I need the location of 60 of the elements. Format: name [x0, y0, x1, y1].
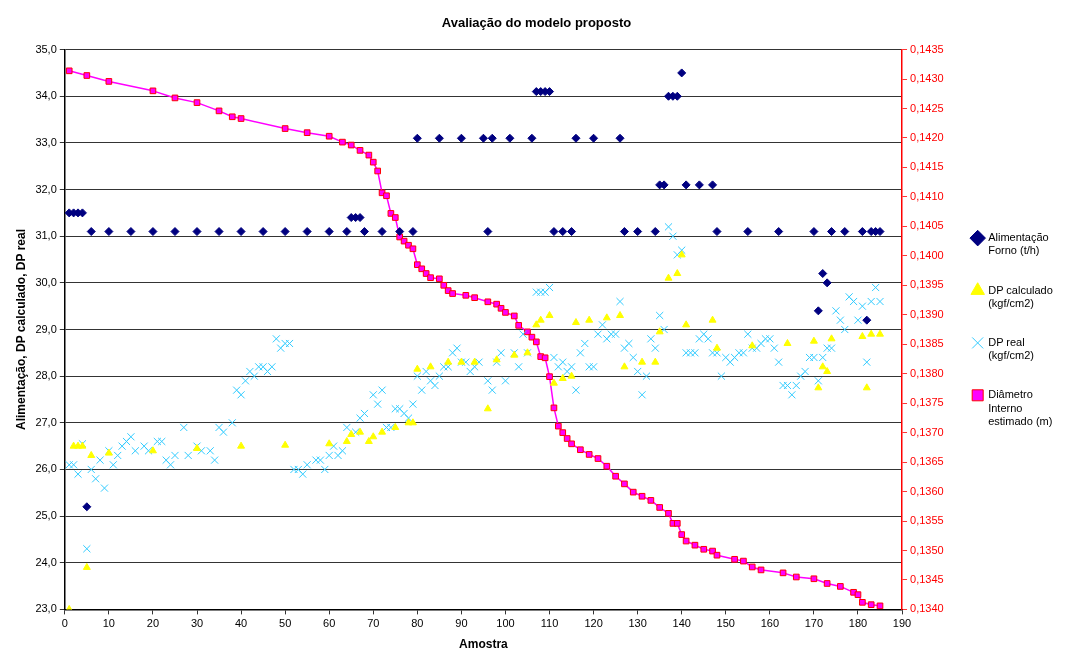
x-tick-label: 150	[716, 617, 735, 630]
x-tick-label: 170	[804, 617, 824, 630]
y2-tick-label: 0,1420	[910, 131, 944, 144]
x-axis-title: Amostra	[459, 637, 509, 652]
y-tick-label: 29,0	[35, 322, 57, 335]
x-tick-label: 60	[323, 617, 336, 630]
x-tick-label: 80	[411, 617, 424, 630]
y2-tick-label: 0,1360	[910, 484, 944, 497]
y2-tick-label: 0,1395	[910, 278, 944, 291]
y-tick-label: 33,0	[35, 135, 57, 148]
y2-tick-label: 0,1400	[910, 248, 944, 261]
y-tick-label: 28,0	[35, 369, 57, 382]
y2-tick-label: 0,1375	[910, 396, 944, 409]
y2-tick-label: 0,1405	[910, 219, 944, 232]
y-tick-label: 34,0	[35, 89, 57, 102]
x-tick-label: 160	[760, 617, 780, 630]
y2-tick-label: 0,1385	[910, 337, 944, 350]
y-tick-label: 23,0	[35, 602, 57, 615]
y2-tick-label: 0,1435	[910, 42, 944, 55]
legend-label: Diâmetro Interno estimado (m)	[988, 388, 1053, 427]
x-tick-label: 40	[234, 617, 248, 630]
legend-label: Alimentação Forno (t/h)	[988, 231, 1049, 257]
y2-tick-label: 0,1340	[910, 602, 944, 615]
x-tick-label: 180	[848, 617, 868, 630]
x-tick-label: 70	[367, 617, 380, 630]
y2-tick-label: 0,1345	[910, 572, 944, 585]
x-tick-label: 0	[61, 617, 68, 630]
y-tick-label: 26,0	[35, 462, 57, 475]
y2-tick-label: 0,1410	[910, 189, 944, 202]
y2-tick-label: 0,1425	[910, 101, 944, 114]
y2-tick-label: 0,1415	[910, 160, 944, 173]
y-tick-label: 24,0	[35, 555, 57, 568]
y-tick-label: 35,0	[35, 42, 57, 55]
y-tick-label: 27,0	[35, 415, 57, 428]
x-tick-label: 30	[190, 617, 204, 630]
x-tick-label: 90	[455, 617, 468, 630]
x-tick-label: 140	[672, 617, 691, 630]
y-tick-label: 25,0	[35, 509, 57, 522]
x-tick-label: 190	[892, 617, 912, 630]
y2-tick-label: 0,1370	[910, 425, 944, 438]
legend-label: DP real (kgf/cm2)	[988, 335, 1035, 362]
y-tick-label: 32,0	[35, 182, 57, 195]
y-tick-label: 30,0	[35, 275, 57, 288]
y2-tick-label: 0,1365	[910, 455, 944, 468]
legend-label: DP calculado (kgf/cm2)	[988, 283, 1053, 309]
x-tick-label: 10	[102, 617, 115, 630]
y2-tick-label: 0,1355	[910, 514, 944, 527]
y-tick-label: 31,0	[35, 229, 57, 242]
y2-tick-label: 0,1380	[910, 366, 944, 379]
x-tick-label: 20	[146, 617, 160, 630]
chart-title: Avaliação do modelo proposto	[441, 15, 632, 31]
x-tick-label: 50	[279, 617, 292, 630]
y2-tick-label: 0,1430	[910, 72, 944, 85]
y-axis-title: Alimentação, DP calculado, DP real	[13, 229, 28, 430]
x-tick-label: 100	[496, 617, 515, 630]
x-tick-label: 120	[584, 617, 603, 630]
x-tick-label: 110	[540, 617, 559, 630]
y2-tick-label: 0,1350	[910, 543, 944, 556]
y2-tick-label: 0,1390	[910, 307, 944, 320]
x-tick-label: 130	[628, 617, 647, 630]
